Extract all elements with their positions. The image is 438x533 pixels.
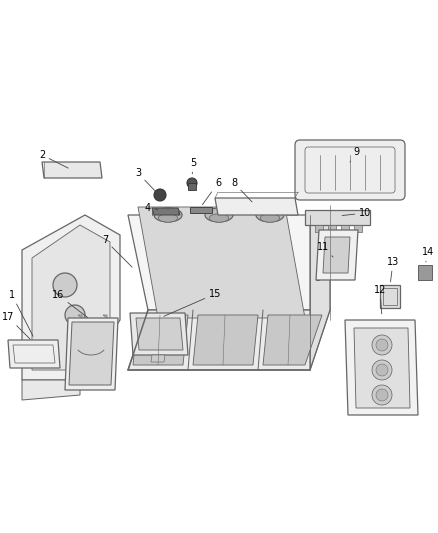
Polygon shape bbox=[133, 315, 188, 365]
Polygon shape bbox=[380, 285, 400, 308]
Circle shape bbox=[372, 335, 392, 355]
Ellipse shape bbox=[260, 214, 280, 222]
Text: 10: 10 bbox=[342, 208, 371, 218]
Text: 9: 9 bbox=[350, 147, 359, 162]
Polygon shape bbox=[151, 355, 165, 362]
Polygon shape bbox=[138, 207, 305, 318]
Text: 12: 12 bbox=[374, 285, 386, 314]
Text: 7: 7 bbox=[102, 235, 132, 267]
Polygon shape bbox=[418, 265, 432, 280]
Circle shape bbox=[32, 357, 38, 363]
Polygon shape bbox=[128, 215, 330, 310]
Polygon shape bbox=[315, 225, 323, 232]
Polygon shape bbox=[215, 198, 298, 215]
Circle shape bbox=[376, 364, 388, 376]
Text: 8: 8 bbox=[231, 178, 252, 202]
Polygon shape bbox=[8, 340, 60, 368]
Circle shape bbox=[372, 385, 392, 405]
Polygon shape bbox=[152, 208, 180, 215]
Polygon shape bbox=[305, 210, 370, 225]
Ellipse shape bbox=[209, 214, 229, 222]
Circle shape bbox=[154, 189, 166, 201]
Polygon shape bbox=[354, 328, 410, 408]
Ellipse shape bbox=[256, 208, 284, 222]
Text: 2: 2 bbox=[39, 150, 68, 168]
Polygon shape bbox=[263, 315, 322, 365]
Text: 6: 6 bbox=[202, 178, 221, 205]
Ellipse shape bbox=[205, 208, 233, 222]
Text: 14: 14 bbox=[422, 247, 434, 262]
FancyBboxPatch shape bbox=[295, 140, 405, 200]
Circle shape bbox=[376, 339, 388, 351]
Text: 15: 15 bbox=[164, 289, 221, 316]
Polygon shape bbox=[128, 310, 330, 370]
Circle shape bbox=[376, 389, 388, 401]
Polygon shape bbox=[103, 315, 107, 318]
Polygon shape bbox=[341, 225, 349, 232]
Ellipse shape bbox=[154, 208, 182, 222]
Polygon shape bbox=[78, 315, 82, 318]
Polygon shape bbox=[190, 207, 212, 213]
Polygon shape bbox=[328, 225, 336, 232]
Polygon shape bbox=[316, 230, 358, 280]
Text: 17: 17 bbox=[2, 312, 30, 339]
Polygon shape bbox=[136, 318, 183, 350]
Text: 13: 13 bbox=[387, 257, 399, 282]
Polygon shape bbox=[22, 380, 80, 400]
Circle shape bbox=[65, 305, 85, 325]
Polygon shape bbox=[69, 322, 114, 385]
Polygon shape bbox=[323, 237, 350, 273]
Circle shape bbox=[53, 273, 77, 297]
Polygon shape bbox=[345, 320, 418, 415]
Polygon shape bbox=[65, 318, 118, 390]
Polygon shape bbox=[130, 313, 188, 355]
Polygon shape bbox=[42, 162, 102, 178]
Circle shape bbox=[187, 178, 197, 188]
Polygon shape bbox=[32, 225, 110, 370]
Polygon shape bbox=[354, 225, 362, 232]
Text: 5: 5 bbox=[190, 158, 196, 174]
Circle shape bbox=[372, 360, 392, 380]
Polygon shape bbox=[193, 315, 258, 365]
Polygon shape bbox=[22, 215, 120, 380]
Text: 3: 3 bbox=[135, 168, 155, 191]
Polygon shape bbox=[188, 183, 196, 190]
Text: 1: 1 bbox=[9, 290, 33, 336]
Ellipse shape bbox=[158, 214, 178, 222]
Text: 4: 4 bbox=[145, 203, 158, 213]
Text: 11: 11 bbox=[317, 242, 333, 257]
Circle shape bbox=[32, 342, 38, 348]
Polygon shape bbox=[310, 215, 330, 370]
Text: 16: 16 bbox=[52, 290, 88, 318]
